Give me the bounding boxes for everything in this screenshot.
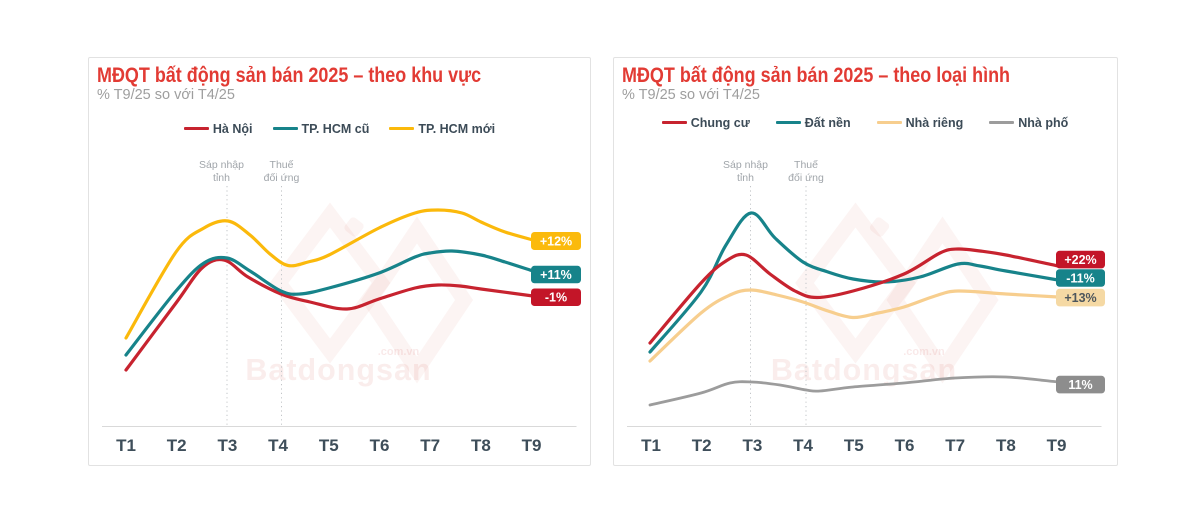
- svg-text:Sáp nhập: Sáp nhập: [199, 159, 244, 171]
- svg-text:11%: 11%: [1068, 378, 1092, 392]
- svg-text:-1%: -1%: [545, 291, 567, 305]
- svg-text:.com.vn: .com.vn: [378, 346, 420, 358]
- svg-text:Thuế: Thuế: [794, 159, 818, 171]
- svg-text:Batdongsan: Batdongsan: [771, 353, 957, 387]
- svg-text:+11%: +11%: [540, 268, 572, 282]
- svg-text:Batdongsan: Batdongsan: [245, 353, 431, 387]
- svg-text:.com.vn: .com.vn: [903, 346, 945, 358]
- svg-text:+13%: +13%: [1064, 291, 1096, 305]
- svg-text:Sáp nhập: Sáp nhập: [723, 159, 768, 171]
- svg-text:+12%: +12%: [540, 234, 572, 248]
- svg-text:+22%: +22%: [1064, 253, 1096, 267]
- svg-text:đối ứng: đối ứng: [264, 172, 300, 184]
- svg-text:-11%: -11%: [1066, 271, 1095, 285]
- svg-text:đối ứng: đối ứng: [788, 172, 824, 184]
- svg-text:tỉnh: tỉnh: [213, 172, 230, 184]
- svg-text:Thuế: Thuế: [270, 159, 294, 171]
- svg-text:tỉnh: tỉnh: [737, 172, 754, 184]
